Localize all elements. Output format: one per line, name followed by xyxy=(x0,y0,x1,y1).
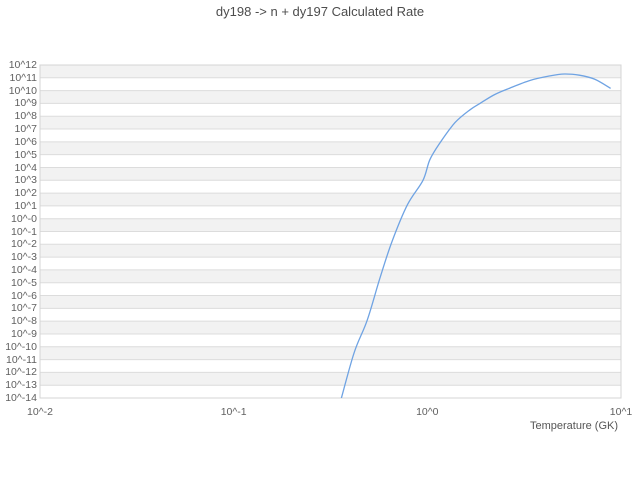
grid-band xyxy=(40,282,621,296)
grid-band xyxy=(40,65,621,78)
y-tick-label: 10^8 xyxy=(14,110,37,123)
y-tick-label: 10^4 xyxy=(14,161,37,174)
grid-band xyxy=(40,333,621,347)
grid-band xyxy=(40,231,621,245)
grid-band xyxy=(40,257,621,270)
y-tick-label: 10^3 xyxy=(14,174,37,187)
grid-band xyxy=(40,103,621,117)
x-tick-label: 10^-2 xyxy=(27,406,53,418)
grid-band xyxy=(40,205,621,219)
y-tick-label: 10^-0 xyxy=(11,212,37,225)
y-tick-label: 10^6 xyxy=(14,135,37,148)
x-axis-title: Temperature (GK) xyxy=(529,420,618,432)
x-tick-label: 10^-1 xyxy=(220,406,247,418)
y-tick-label: 10^5 xyxy=(14,148,37,161)
grid-band xyxy=(40,129,621,142)
chart-title: dy198 -> n + dy197 Calculated Rate xyxy=(215,4,425,19)
x-tick-label: 10^0 xyxy=(416,406,439,418)
y-tick-label: 10^-10 xyxy=(5,340,37,353)
y-tick-label: 10^1 xyxy=(14,199,37,212)
y-tick-label: 10^-11 xyxy=(5,353,37,366)
grid-band xyxy=(40,141,621,155)
y-tick-label: 10^11 xyxy=(9,71,37,84)
y-tick-label: 10^2 xyxy=(14,187,37,200)
y-tick-label: 10^-7 xyxy=(11,302,37,315)
x-tick-label: 10^1 xyxy=(609,406,633,418)
grid-band xyxy=(40,167,621,181)
plot-border xyxy=(39,64,622,399)
y-tick-label: 10^10 xyxy=(8,84,37,97)
rate-curve xyxy=(340,73,611,398)
y-tick-label: 10^-5 xyxy=(11,276,37,289)
grid-band xyxy=(40,385,621,398)
grid-band xyxy=(40,193,621,206)
grid-band xyxy=(40,116,621,130)
grid-band xyxy=(40,154,621,168)
y-tick-label: 10^-1 xyxy=(11,225,37,238)
grid-band xyxy=(40,77,621,91)
grid-band xyxy=(40,90,621,104)
grid-band xyxy=(40,218,621,232)
grid-band xyxy=(40,244,621,258)
grid-band xyxy=(40,372,621,386)
y-tick-label: 10^-13 xyxy=(5,379,37,392)
grid-band xyxy=(40,346,621,360)
y-tick-label: 10^-2 xyxy=(11,238,37,251)
y-tick-label: 10^7 xyxy=(14,123,37,135)
grid-band xyxy=(40,359,621,373)
y-tick-label: 10^-6 xyxy=(11,289,37,302)
y-tick-label: 10^-3 xyxy=(11,251,37,264)
y-tick-label: 10^9 xyxy=(14,97,37,110)
y-tick-label: 10^-4 xyxy=(11,263,37,276)
grid-band xyxy=(40,180,621,194)
grid-band xyxy=(40,308,621,322)
y-tick-label: 10^-12 xyxy=(5,366,37,379)
y-tick-label: 10^-9 xyxy=(11,328,37,340)
y-tick-label: 10^-8 xyxy=(11,315,37,328)
grid-band xyxy=(40,295,621,309)
y-tick-label: 10^12 xyxy=(8,59,37,71)
grid-band xyxy=(40,269,621,283)
grid-band xyxy=(40,321,621,334)
y-tick-label: 10^-14 xyxy=(5,392,37,404)
